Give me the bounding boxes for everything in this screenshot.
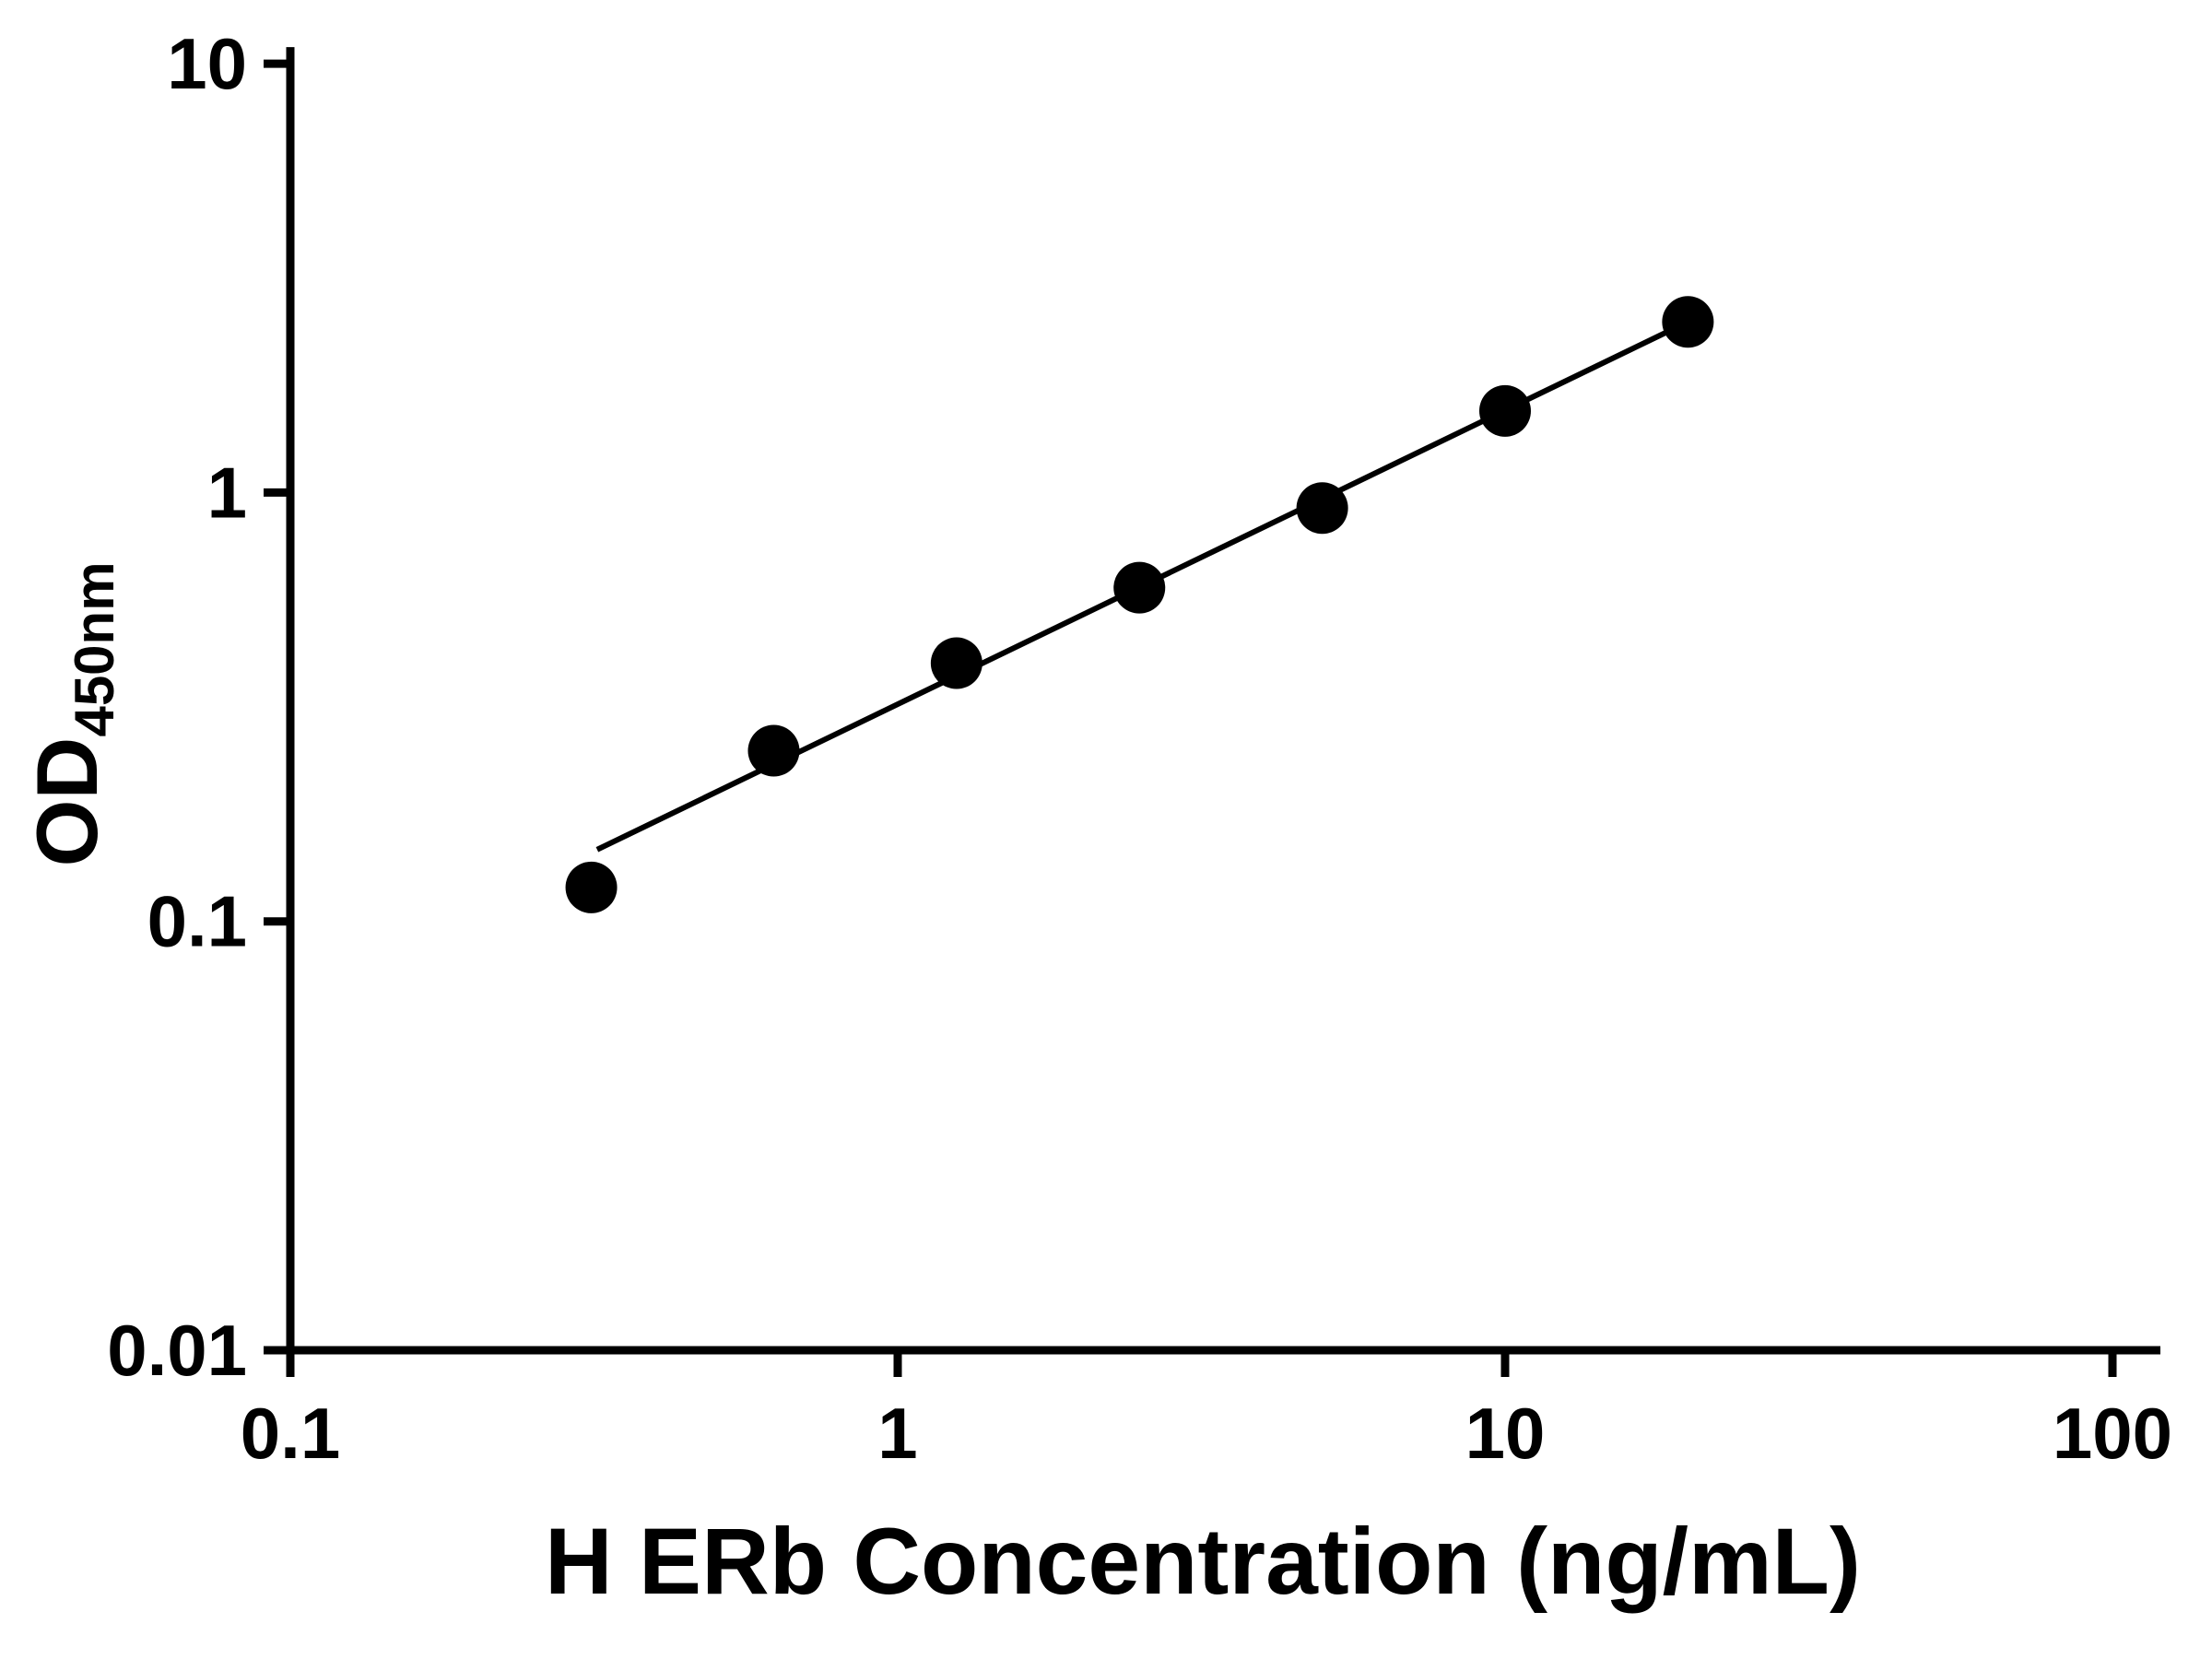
data-point (565, 861, 618, 913)
x-tick-label: 100 (2053, 1393, 2172, 1474)
y-tick-label: 1 (207, 452, 247, 533)
data-point (1296, 482, 1348, 535)
x-tick-label: 1 (877, 1393, 917, 1474)
x-tick-label: 0.1 (241, 1393, 340, 1474)
y-axis-title-subscript: 450nm (64, 561, 125, 737)
y-axis-title: OD450nm (18, 561, 126, 866)
x-axis-title: H ERb Concentration (ng/mL) (545, 1509, 1861, 1614)
y-tick-label: 0.01 (107, 1310, 247, 1391)
data-point (1113, 561, 1166, 614)
data-point (930, 637, 982, 689)
y-axis-title-main: OD (18, 736, 115, 867)
x-tick-label: 10 (1465, 1393, 1546, 1474)
y-tick-label: 0.1 (147, 881, 247, 962)
data-point (1662, 296, 1714, 348)
data-point (1479, 384, 1531, 437)
y-tick-label: 10 (167, 23, 247, 104)
data-point (747, 724, 800, 777)
